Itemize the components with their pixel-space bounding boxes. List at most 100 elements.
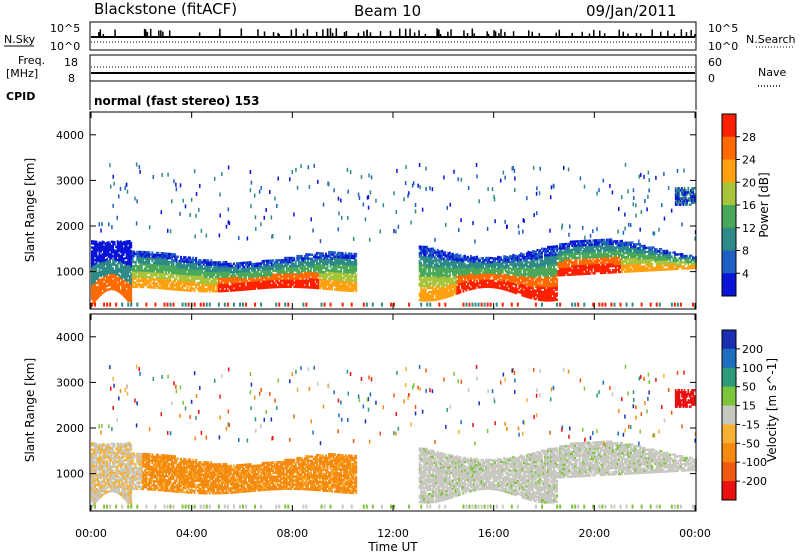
power-cell <box>580 242 583 245</box>
power-cell <box>180 272 182 275</box>
power-cell <box>512 255 515 259</box>
power-cell <box>104 275 107 278</box>
power-cell <box>451 260 454 264</box>
power-cell <box>251 285 253 289</box>
power-cell <box>459 260 462 263</box>
power-cell <box>127 250 130 253</box>
power-cell <box>279 271 282 274</box>
power-cell <box>519 285 522 288</box>
power-cell <box>530 270 533 273</box>
power-cell <box>470 259 472 262</box>
power-cell <box>510 290 513 293</box>
power-cell <box>175 288 178 291</box>
power-cell <box>234 284 237 288</box>
power-cell <box>565 255 568 258</box>
power-cell <box>572 262 575 266</box>
power-cell <box>522 257 525 261</box>
power-cell <box>175 255 178 258</box>
power-cell <box>92 264 95 268</box>
power-cell <box>145 269 148 272</box>
power-cell <box>445 256 448 260</box>
power-cell <box>548 264 551 267</box>
power-cell <box>556 261 558 264</box>
power-cell <box>537 269 540 273</box>
power-cell <box>453 266 456 270</box>
power-cell <box>272 273 275 277</box>
power-cell <box>442 267 445 271</box>
power-cell <box>578 266 581 270</box>
power-cell <box>332 269 335 273</box>
power-cell <box>155 251 158 255</box>
power-cell <box>525 262 528 266</box>
power-cell <box>574 264 577 268</box>
power-cell <box>531 258 534 261</box>
power-cell <box>589 249 592 253</box>
power-cell <box>118 247 121 250</box>
power-cell <box>465 280 468 284</box>
power-cell <box>448 276 451 279</box>
power-cell <box>525 272 528 276</box>
power-cell <box>583 268 586 272</box>
power-cell <box>107 278 110 281</box>
power-cell <box>423 251 426 255</box>
power-cell <box>193 267 196 270</box>
power-cell <box>181 258 184 261</box>
power-cell <box>113 249 116 252</box>
power-cell <box>119 244 122 247</box>
power-cell <box>270 284 273 287</box>
power-cell <box>269 269 272 273</box>
power-cell <box>148 279 151 283</box>
power-cell <box>337 261 340 265</box>
power-cell <box>340 260 343 263</box>
power-cell <box>441 282 444 286</box>
power-cell <box>104 271 107 274</box>
power-cell <box>421 274 424 277</box>
power-cell <box>216 275 219 279</box>
power-cell <box>255 270 258 274</box>
power-cell <box>553 298 555 302</box>
power-cell <box>136 254 139 258</box>
power-cell <box>341 288 344 292</box>
power-cell <box>574 248 577 251</box>
power-cell <box>569 242 572 246</box>
power-cell <box>164 260 167 264</box>
power-cell <box>257 287 260 290</box>
power-cell <box>124 263 127 266</box>
power-cell <box>146 263 149 266</box>
power-cell <box>584 250 587 253</box>
power-cell <box>352 279 355 282</box>
power-cell <box>180 286 182 290</box>
power-cell <box>539 249 542 252</box>
power-cell <box>94 273 96 276</box>
power-cell <box>474 268 477 271</box>
power-cell <box>551 257 554 261</box>
power-cell <box>110 244 113 248</box>
power-cell <box>284 271 287 274</box>
power-cell <box>332 263 335 267</box>
power-cell <box>140 256 143 260</box>
power-cell <box>331 269 333 273</box>
power-cell <box>160 256 163 259</box>
power-cell <box>418 270 421 273</box>
power-cell <box>468 269 471 273</box>
power-cell <box>563 273 566 277</box>
power-cell <box>442 265 445 269</box>
power-cell <box>441 258 444 261</box>
power-cell <box>269 277 272 281</box>
power-cell <box>355 283 358 287</box>
power-cell <box>473 278 475 282</box>
power-cell <box>127 258 130 262</box>
power-cell <box>299 261 302 264</box>
power-cell <box>451 289 454 293</box>
power-cell <box>448 292 451 296</box>
power-cell <box>238 278 241 281</box>
power-cell <box>559 267 562 271</box>
power-cell <box>533 293 536 296</box>
power-cell <box>175 282 178 285</box>
power-cell <box>421 282 424 286</box>
power-cell <box>589 239 592 242</box>
power-cell <box>207 279 210 283</box>
power-cell <box>124 287 127 291</box>
power-cell <box>178 268 181 271</box>
power-cell <box>341 278 344 282</box>
